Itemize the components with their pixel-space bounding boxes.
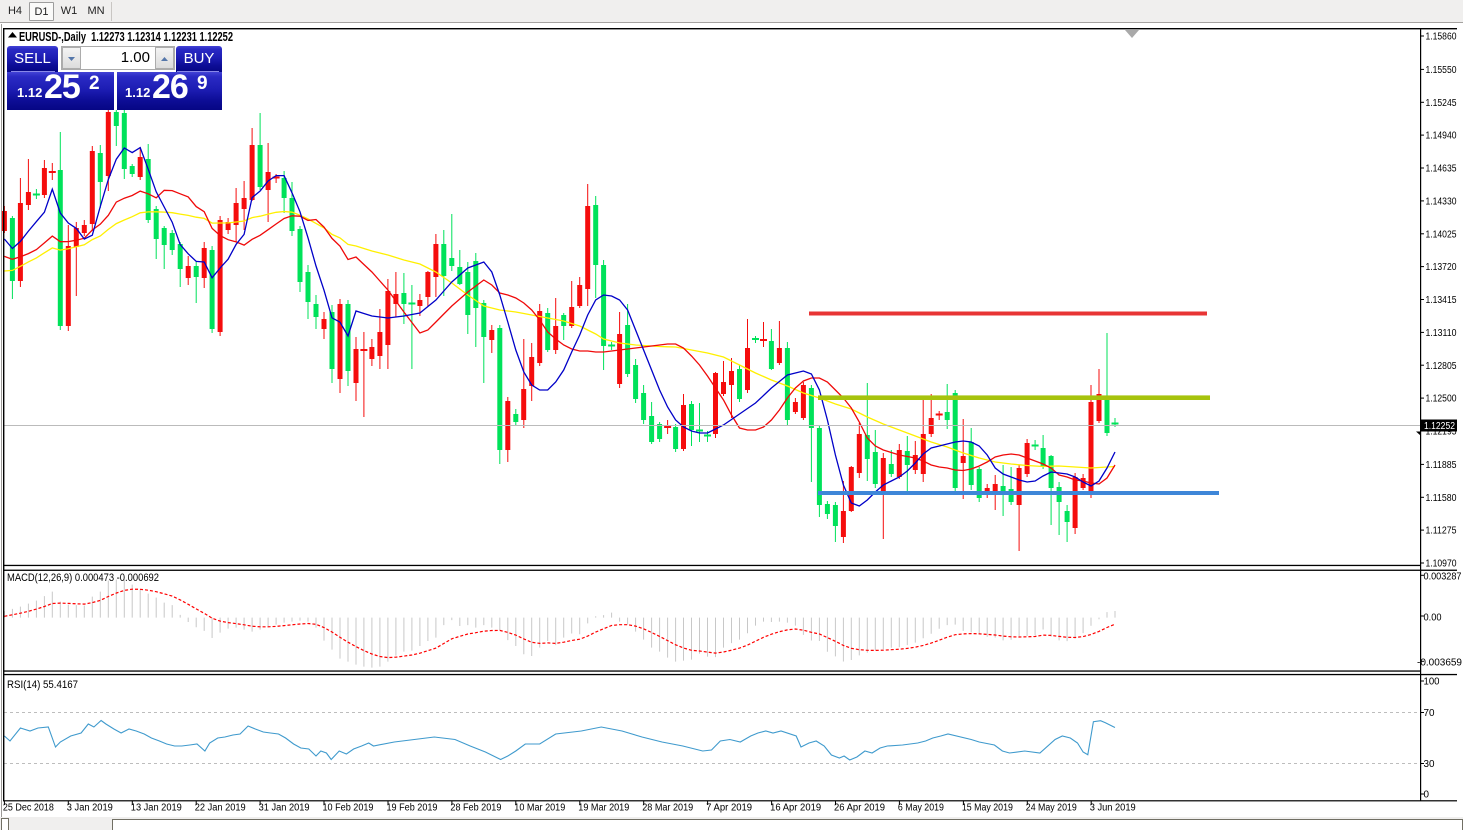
svg-text:1.12195: 1.12195 <box>1426 427 1457 438</box>
svg-text:22 Jan 2019: 22 Jan 2019 <box>195 803 246 814</box>
svg-text:RSI(14) 55.4167: RSI(14) 55.4167 <box>7 679 78 691</box>
svg-text:1.12500: 1.12500 <box>1426 394 1457 405</box>
svg-text:19 Feb 2019: 19 Feb 2019 <box>387 803 438 814</box>
svg-text:EURUSD-,Daily 1.12273 1.12314: EURUSD-,Daily 1.12273 1.12314 1.12231 1.… <box>19 30 233 44</box>
svg-text:7 Apr 2019: 7 Apr 2019 <box>706 803 752 814</box>
svg-text:0.003287: 0.003287 <box>1424 572 1462 583</box>
svg-text:15 May 2019: 15 May 2019 <box>962 803 1013 814</box>
svg-text:-0.003659: -0.003659 <box>1417 658 1462 669</box>
svg-text:1.11275: 1.11275 <box>1426 526 1457 537</box>
svg-text:MACD(12,26,9) 0.000473 -0.0006: MACD(12,26,9) 0.000473 -0.000692 <box>7 572 159 584</box>
svg-text:30: 30 <box>1424 759 1435 770</box>
svg-text:3 Jun 2019: 3 Jun 2019 <box>1090 803 1136 814</box>
svg-text:26 Apr 2019: 26 Apr 2019 <box>834 803 885 814</box>
svg-text:28 Mar 2019: 28 Mar 2019 <box>642 803 693 814</box>
svg-text:16 Apr 2019: 16 Apr 2019 <box>770 803 821 814</box>
svg-text:25 Dec 2018: 25 Dec 2018 <box>3 803 54 814</box>
svg-text:0.00: 0.00 <box>1424 613 1442 624</box>
svg-text:100: 100 <box>1424 677 1440 688</box>
svg-text:6 May 2019: 6 May 2019 <box>898 803 944 814</box>
svg-text:1.14940: 1.14940 <box>1426 131 1457 142</box>
svg-text:0: 0 <box>1424 790 1430 801</box>
svg-text:1.14025: 1.14025 <box>1426 229 1457 240</box>
svg-text:28 Feb 2019: 28 Feb 2019 <box>450 803 501 814</box>
svg-text:70: 70 <box>1424 708 1435 719</box>
svg-text:1.12252: 1.12252 <box>1424 421 1455 432</box>
svg-text:1.15245: 1.15245 <box>1426 98 1457 109</box>
svg-text:1.13415: 1.13415 <box>1426 295 1457 306</box>
svg-text:13 Jan 2019: 13 Jan 2019 <box>131 803 182 814</box>
svg-text:1.15550: 1.15550 <box>1426 65 1457 76</box>
svg-text:10 Mar 2019: 10 Mar 2019 <box>514 803 565 814</box>
svg-text:1.15860: 1.15860 <box>1426 32 1457 43</box>
svg-text:1.13720: 1.13720 <box>1426 262 1457 273</box>
svg-text:1.14635: 1.14635 <box>1426 164 1457 175</box>
svg-text:1.13110: 1.13110 <box>1426 328 1457 339</box>
svg-text:1.11885: 1.11885 <box>1426 460 1457 471</box>
svg-text:31 Jan 2019: 31 Jan 2019 <box>259 803 310 814</box>
svg-text:1.14330: 1.14330 <box>1426 197 1457 208</box>
svg-text:19 Mar 2019: 19 Mar 2019 <box>578 803 629 814</box>
svg-text:1.10970: 1.10970 <box>1426 559 1457 570</box>
svg-text:3 Jan 2019: 3 Jan 2019 <box>67 803 113 814</box>
svg-text:1.12805: 1.12805 <box>1426 361 1457 372</box>
svg-text:10 Feb 2019: 10 Feb 2019 <box>323 803 374 814</box>
svg-text:24 May 2019: 24 May 2019 <box>1026 803 1077 814</box>
svg-text:1.11580: 1.11580 <box>1426 493 1457 504</box>
